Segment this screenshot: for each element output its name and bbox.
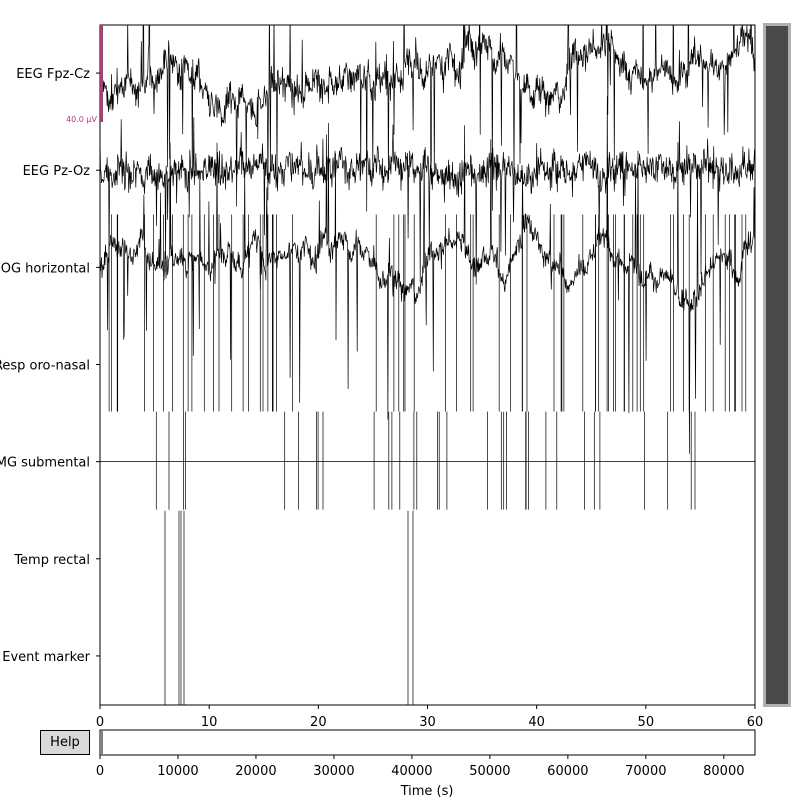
help-button[interactable]: Help (40, 730, 90, 755)
trace-eeg-pz-oz (100, 117, 755, 285)
trace-temp-rectal-event-marker (164, 510, 414, 705)
overview-tick-label: 10000 (157, 764, 198, 779)
channel-label[interactable]: EMG submental (0, 456, 90, 471)
overview-tick-label: 80000 (703, 764, 744, 779)
x-axis-ticks: 0 10 20 30 40 50 60 (96, 705, 763, 730)
overview-bar[interactable] (99, 729, 756, 756)
overview-view-window[interactable] (100, 731, 103, 754)
overview-tick-label: 50000 (469, 764, 510, 779)
trace-resp-oro-nasal (108, 214, 747, 412)
channel-label[interactable]: Event marker (2, 650, 90, 665)
trace-eeg-fpz-cz (100, 25, 755, 212)
trace-emg-submental (100, 411, 755, 510)
x-tick-label: 0 (96, 715, 104, 730)
overview-tick-label: 30000 (313, 764, 354, 779)
overview-tick-label: 60000 (547, 764, 588, 779)
x-tick-label: 60 (747, 715, 764, 730)
trace-eog-horizontal (100, 96, 755, 454)
overview-tick-label: 40000 (391, 764, 432, 779)
x-tick-label: 40 (528, 715, 545, 730)
signal-traces (100, 25, 755, 705)
channel-labels: EEG Fpz-Cz EEG Pz-Oz EOG horizontal Resp or… (0, 67, 100, 665)
channel-label[interactable]: EEG Fpz-Cz (16, 67, 90, 82)
x-tick-label: 10 (201, 715, 218, 730)
overview-x-axis-ticks: 0 10000 20000 30000 40000 50000 60000 70000 8000… (96, 755, 744, 779)
overview-tick-label: 0 (96, 764, 104, 779)
channel-label[interactable]: Temp rectal (13, 553, 90, 568)
channel-label[interactable]: Resp oro-nasal (0, 359, 90, 374)
channel-label[interactable]: EEG Pz-Oz (23, 164, 91, 179)
overview-xlabel: Time (s) (400, 784, 454, 799)
x-tick-label: 50 (638, 715, 655, 730)
overview-tick-label: 70000 (625, 764, 666, 779)
plot-area[interactable] (100, 25, 755, 705)
channel-scrollbar[interactable] (763, 23, 791, 707)
channel-label[interactable]: EOG horizontal (0, 261, 90, 276)
x-tick-label: 30 (419, 715, 436, 730)
scale-bar-label: 40.0 µV (66, 115, 97, 124)
overview-tick-label: 20000 (235, 764, 276, 779)
x-tick-label: 20 (310, 715, 327, 730)
